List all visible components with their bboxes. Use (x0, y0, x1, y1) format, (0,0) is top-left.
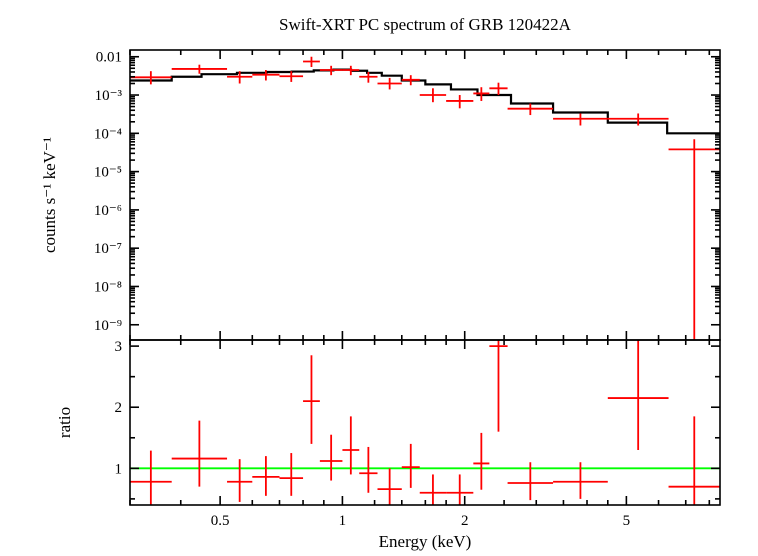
y-tick-label-top: 10⁻⁷ (94, 241, 122, 257)
top-frame (130, 50, 720, 340)
y-tick-label-bottom: 3 (115, 339, 123, 355)
y-tick-label-top: 10⁻⁸ (94, 279, 122, 295)
x-axis-label: Energy (keV) (379, 532, 472, 551)
y-tick-label-bottom: 2 (115, 400, 123, 416)
y-tick-label-top: 10⁻⁶ (94, 203, 122, 219)
bottom-frame (130, 340, 720, 505)
top-panel-content (130, 57, 720, 340)
y-tick-label-top: 10⁻³ (95, 88, 123, 104)
y-axis-label-top: counts s⁻¹ keV⁻¹ (40, 137, 59, 253)
spectrum-chart: Swift-XRT PC spectrum of GRB 120422A 0.5 1… (0, 0, 758, 556)
bottom-panel-content (130, 340, 720, 505)
y-axis-label-bottom: ratio (55, 407, 74, 438)
y-tick-label-top: 0.01 (96, 50, 122, 66)
chart-svg: Swift-XRT PC spectrum of GRB 120422A 0.5 1… (0, 0, 758, 556)
x-tick-label: 5 (623, 513, 631, 529)
x-tick-label: 0.5 (211, 513, 230, 529)
model-step-line (130, 70, 720, 134)
y-tick-label-bottom: 1 (115, 461, 123, 477)
y-tick-label-top: 10⁻⁹ (94, 318, 122, 334)
x-tick-label: 1 (339, 513, 347, 529)
y-tick-label-top: 10⁻⁴ (94, 126, 122, 142)
x-tick-label: 2 (461, 513, 469, 529)
y-tick-label-top: 10⁻⁵ (94, 165, 122, 181)
chart-title: Swift-XRT PC spectrum of GRB 120422A (279, 15, 572, 34)
